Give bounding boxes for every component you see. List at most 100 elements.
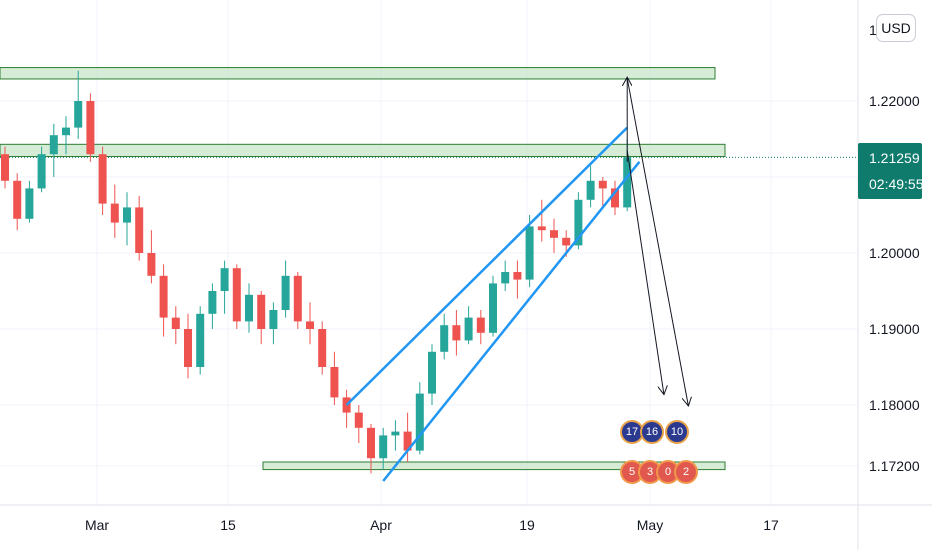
candle[interactable] [196,306,205,375]
candle-body [403,431,412,451]
candle[interactable] [513,260,522,299]
candle[interactable] [74,70,83,139]
candle[interactable] [98,146,107,215]
candle-body [220,268,229,291]
candle[interactable] [525,215,534,288]
candle-body [37,154,46,189]
candle-body [74,101,83,128]
candle-body [354,412,363,428]
currency-selector-button[interactable]: USD [876,14,916,42]
price-tag-box [858,143,922,199]
candle[interactable] [476,310,485,345]
candle-body [171,317,180,329]
candle-body [623,157,632,208]
channel-upper-line[interactable] [345,126,629,406]
candle[interactable] [586,165,595,208]
candle[interactable] [110,184,119,238]
candle[interactable] [147,230,156,284]
candle-body [611,188,619,208]
candle-body [208,291,217,314]
candle[interactable] [62,116,70,155]
candle[interactable] [159,264,168,337]
resistance-zone[interactable] [0,67,716,80]
candle[interactable] [171,306,180,345]
candle-body [537,226,546,231]
eu-flag-icon[interactable]: 16 [640,420,664,444]
candle-body [245,294,253,322]
candle[interactable] [367,424,375,474]
candle-body [257,294,266,329]
candle[interactable] [1,146,9,189]
candle[interactable] [269,302,278,345]
candle[interactable] [501,260,510,291]
candle[interactable] [49,123,58,177]
candle-body [391,431,400,436]
candle[interactable] [232,264,241,329]
price-axis[interactable]: 1.220001.210001.200001.190001.180001.172… [869,22,920,474]
time-axis[interactable]: Mar 15 Apr 19 May 17 [85,517,779,533]
candle-body [476,317,485,333]
price-axis-label: 1.17200 [869,458,920,474]
candle[interactable] [220,260,229,314]
candle[interactable] [37,146,46,193]
candle[interactable] [342,389,351,428]
support-zone[interactable] [262,461,726,471]
candle-body [98,154,107,204]
price-axis-label: 1.20000 [869,245,920,261]
candle-body [452,325,461,341]
time-axis-label: 15 [220,517,236,533]
candle[interactable] [598,177,607,208]
candle-body [159,275,168,318]
candle[interactable] [354,405,363,443]
candle[interactable] [281,260,290,318]
time-axis-label: Apr [370,517,392,533]
candle[interactable] [208,283,217,329]
candle[interactable] [440,313,449,360]
projection-arrows[interactable] [627,78,688,405]
projection-arrow[interactable] [626,78,688,405]
candle-body [281,275,290,310]
candle-body [49,135,58,155]
channel-lower-line[interactable] [382,161,641,482]
us-flag-icon[interactable]: 2 [674,460,698,484]
candle[interactable] [245,283,253,333]
candle-body [293,275,302,322]
candle[interactable] [25,180,34,223]
candle-body [135,207,144,253]
candle-body [184,329,192,367]
resistance-zone[interactable] [0,143,726,157]
ascending-channel[interactable] [345,126,641,482]
candle[interactable] [330,351,339,405]
price-axis-label: 1.19000 [869,321,920,337]
candle[interactable] [391,420,400,451]
candle[interactable] [464,306,473,345]
candle[interactable] [428,344,436,405]
candle[interactable] [306,302,314,345]
candle[interactable] [379,427,388,470]
candle[interactable] [86,93,95,162]
candle-body [550,230,558,238]
candle[interactable] [135,196,144,261]
candle[interactable] [415,382,424,455]
candle-body [1,154,9,181]
candle[interactable] [123,192,131,246]
candles [1,70,632,474]
candle[interactable] [318,321,327,375]
projection-arrow[interactable] [626,150,664,393]
eu-flag-icon[interactable]: 10 [665,420,689,444]
candle[interactable] [257,291,266,345]
candle-body [269,310,278,329]
bar-countdown: 02:49:55 [869,176,924,192]
candle[interactable] [452,310,461,356]
price-axis-label-top: 1. [869,22,881,38]
candle[interactable] [611,180,619,215]
candle[interactable] [537,199,546,242]
candle[interactable] [184,313,192,379]
candle[interactable] [293,272,302,329]
candle[interactable] [403,412,412,462]
candle[interactable] [489,275,497,337]
candle[interactable] [13,173,22,231]
candle[interactable] [550,218,558,253]
price-axis-label: 1.22000 [869,93,920,109]
